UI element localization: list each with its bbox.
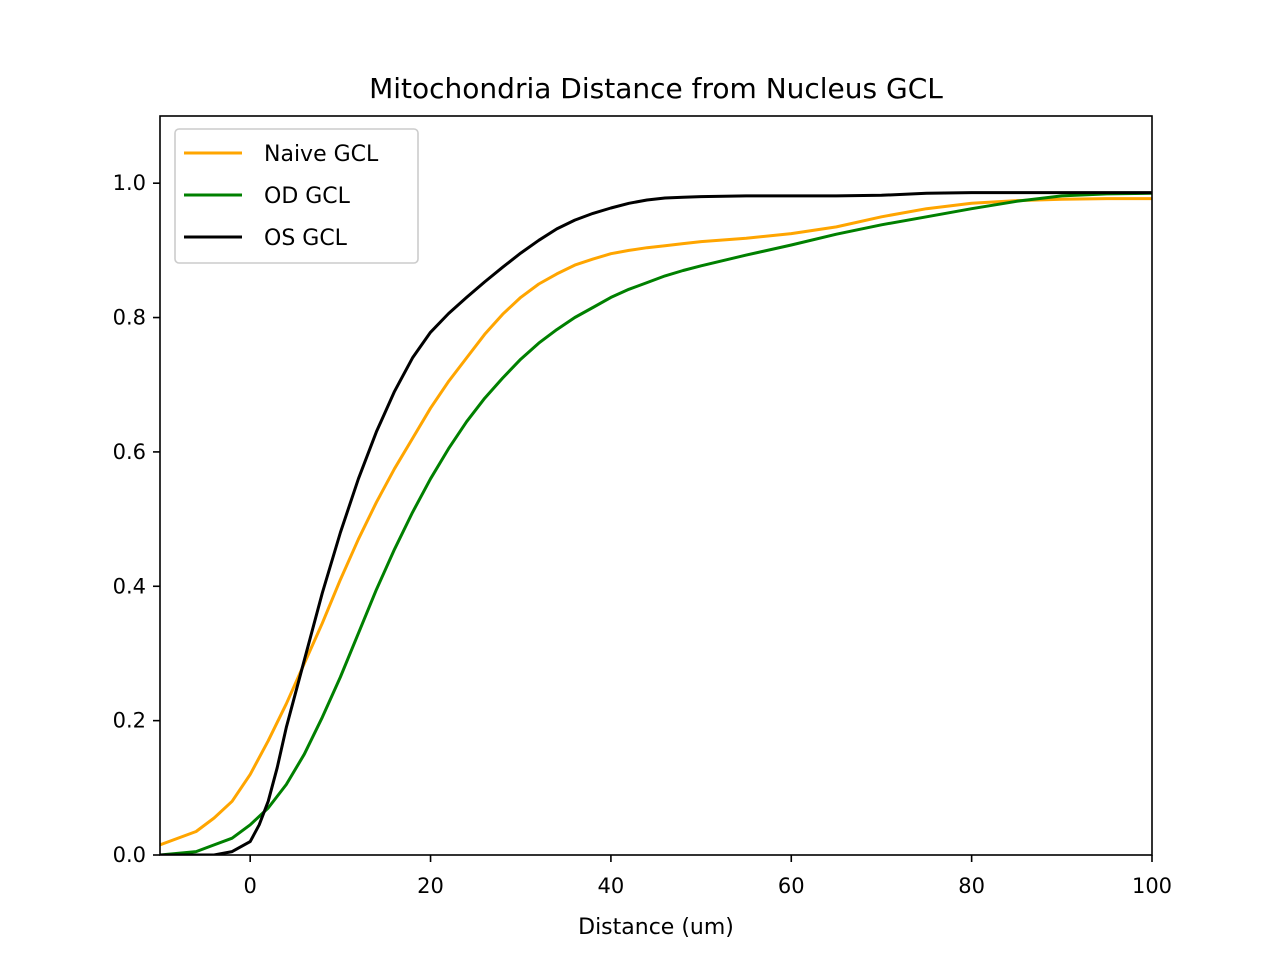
y-tick-label: 0.8 bbox=[113, 306, 146, 330]
legend: Naive GCL OD GCL OS GCL bbox=[174, 128, 419, 264]
x-tick-label: 80 bbox=[958, 874, 985, 898]
legend-label: OS GCL bbox=[264, 226, 348, 251]
y-tick-label: 0.2 bbox=[113, 709, 146, 733]
y-tick-label: 0.6 bbox=[113, 440, 146, 464]
y-tick-label: 0.4 bbox=[113, 574, 146, 598]
series-line-naive-gcl bbox=[160, 197, 1152, 847]
series-layer bbox=[160, 191, 1152, 855]
legend-label: OD GCL bbox=[264, 184, 351, 209]
series-line-od-gcl bbox=[160, 191, 1152, 855]
x-tick-label: 20 bbox=[417, 874, 444, 898]
y-tick-label: 0.0 bbox=[113, 843, 146, 867]
x-axis-label: Distance (um) bbox=[578, 915, 734, 940]
series-line-os-gcl bbox=[160, 191, 1152, 855]
x-tick-label: 60 bbox=[778, 874, 805, 898]
y-tick-label: 1.0 bbox=[113, 171, 146, 195]
chart-title: Mitochondria Distance from Nucleus GCL bbox=[369, 72, 943, 105]
legend-label: Naive GCL bbox=[264, 142, 379, 167]
x-tick-label: 40 bbox=[598, 874, 625, 898]
axes-layer: 0 20 40 60 80 100 0.0 0.2 0.4 0.6 0.8 1.0 bbox=[113, 115, 1172, 898]
legend-box bbox=[174, 128, 419, 264]
x-tick-label: 100 bbox=[1132, 874, 1172, 898]
axes-frame bbox=[159, 115, 1153, 856]
x-tick-label: 0 bbox=[243, 874, 256, 898]
